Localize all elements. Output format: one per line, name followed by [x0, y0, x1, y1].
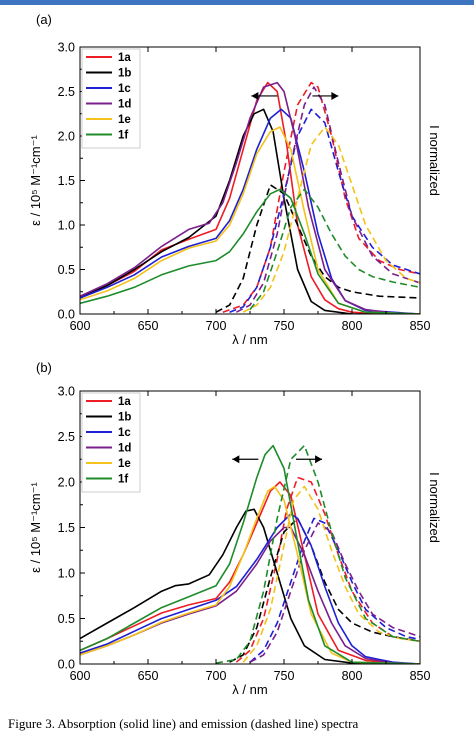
legend-label-1c: 1c — [118, 427, 131, 439]
x-tick-label: 650 — [138, 669, 159, 683]
y-tick-label: 1.5 — [58, 174, 75, 188]
emission-line-1c — [229, 108, 420, 313]
emission-line-1d — [236, 86, 420, 313]
y-tick-label: 1.0 — [58, 567, 75, 581]
x-tick-label: 750 — [274, 319, 295, 333]
y-tick-label: 1.5 — [58, 521, 75, 535]
emission-line-1f — [215, 444, 420, 664]
y-tick-label: 0.0 — [58, 308, 75, 322]
x-tick-label: 850 — [410, 319, 431, 333]
legend-label-1a: 1a — [118, 396, 131, 408]
panel-b: (b) 600 650 700 750 800 850 0.0 0.5 1.0 1.5 2.0 2.5 3… — [28, 360, 442, 697]
x-tick-label: 700 — [206, 319, 227, 333]
top-accent-bar — [0, 0, 474, 5]
y-tick-label: 3.0 — [58, 41, 75, 55]
curves — [80, 81, 420, 314]
absorption-line-1e — [80, 126, 420, 314]
x-tick-label: 850 — [410, 669, 431, 683]
x-tick-label: 600 — [70, 669, 91, 683]
emission-arrowhead — [315, 455, 323, 464]
y-tick-label: 2.0 — [58, 130, 75, 144]
y-tick-label: 2.5 — [58, 430, 75, 444]
x-tick-label: 750 — [274, 669, 295, 683]
x-tick-label: 650 — [138, 319, 159, 333]
absorption-line-1c — [80, 513, 420, 664]
emission-line-1c — [249, 517, 420, 663]
legend-label-1a: 1a — [118, 52, 131, 64]
absorption-line-1e — [80, 485, 420, 664]
y-tick-label: 3.0 — [58, 385, 75, 399]
legend-label-1c: 1c — [118, 83, 131, 95]
legend-label-1e: 1e — [118, 458, 131, 470]
right-axis-label: I normalized — [427, 125, 442, 196]
y-tick-label: 2.5 — [58, 85, 75, 99]
absorption-line-1a — [80, 481, 420, 664]
legend-label-1f: 1f — [118, 130, 128, 142]
legend-box — [81, 48, 141, 149]
emission-line-1e — [242, 126, 420, 313]
x-tick-label: 700 — [206, 669, 227, 683]
curves — [80, 444, 420, 664]
panel-label: (b) — [36, 360, 52, 375]
y-tick-label: 2.0 — [58, 476, 75, 490]
x-tick-label: 800 — [342, 669, 363, 683]
x-axis-label: λ / nm — [232, 682, 267, 697]
absorption-line-1f — [80, 444, 420, 664]
y-tick-label: 0.0 — [58, 658, 75, 672]
panel-a: (a) 600 650 700 750 800 850 0.0 0.5 1.0 1.5 2.0 2.5 3… — [28, 12, 442, 347]
emission-line-1f — [249, 188, 420, 311]
x-tick-label: 600 — [70, 319, 91, 333]
legend-box — [81, 392, 141, 493]
x-axis-label: λ / nm — [232, 332, 267, 347]
figure: (a) 600 650 700 750 800 850 0.0 0.5 1.0 1.5 2.0 2.5 3… — [28, 12, 442, 697]
absorption-line-1b — [80, 508, 420, 664]
y-tick-label: 1.0 — [58, 219, 75, 233]
legend-label-1b: 1b — [118, 68, 131, 80]
absorption-line-1a — [80, 81, 420, 314]
y-tick-label: 0.5 — [58, 263, 75, 277]
legend-label-1d: 1d — [118, 443, 131, 455]
legend-label-1f: 1f — [118, 474, 128, 486]
absorption-line-1d — [80, 526, 420, 664]
emission-line-1b — [215, 184, 420, 313]
absorption-line-1f — [80, 188, 420, 314]
y-axis-label: ε / 10⁵ M⁻¹cm⁻¹ — [28, 482, 43, 573]
emission-line-1e — [242, 485, 420, 663]
emission-line-1b — [229, 517, 420, 663]
absorption-arrowhead — [251, 91, 259, 100]
right-axis-label: I normalized — [427, 472, 442, 543]
absorption-line-1b — [80, 108, 420, 314]
x-tick-label: 800 — [342, 319, 363, 333]
absorption-arrowhead — [232, 455, 240, 464]
y-tick-label: 0.5 — [58, 612, 75, 626]
legend-label-1e: 1e — [118, 114, 131, 126]
panel-label: (a) — [36, 12, 52, 27]
emission-arrowhead — [331, 91, 339, 100]
legend-label-1b: 1b — [118, 412, 131, 424]
figure-caption: Figure 3. Absorption (solid line) and em… — [8, 716, 359, 731]
y-axis-label: ε / 10⁵ M⁻¹cm⁻¹ — [28, 135, 43, 226]
legend-label-1d: 1d — [118, 99, 131, 111]
absorption-line-1d — [80, 81, 420, 314]
